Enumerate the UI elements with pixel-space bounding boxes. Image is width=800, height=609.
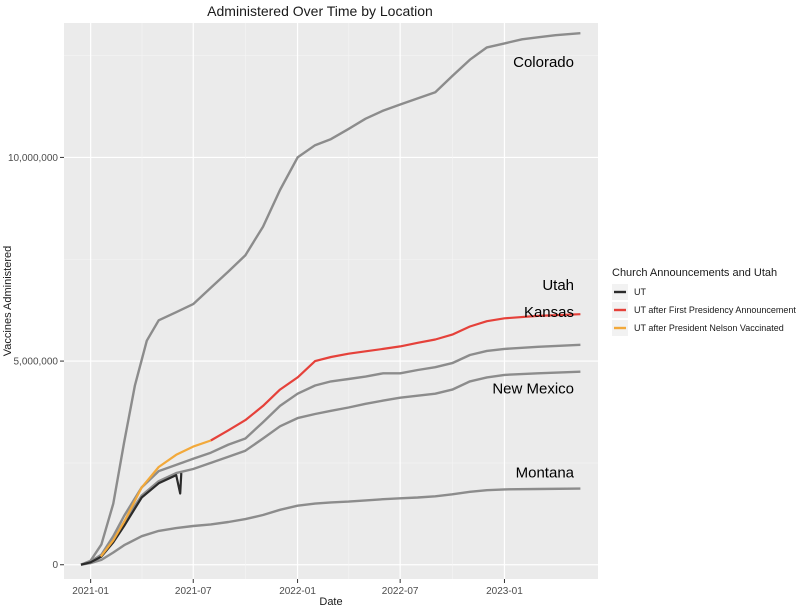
x-tick-label: 2021-07 bbox=[175, 586, 212, 597]
legend-title: Church Announcements and Utah bbox=[612, 267, 777, 279]
legend-item-label: UT after President Nelson Vaccinated bbox=[634, 323, 784, 333]
legend-item-label: UT bbox=[634, 287, 646, 297]
series-line-montana bbox=[80, 487, 581, 566]
state-label-kansas: Kansas bbox=[524, 304, 574, 321]
legend: Church Announcements and Utah UT UT after… bbox=[612, 267, 796, 336]
chart-title: Administered Over Time by Location bbox=[207, 3, 433, 19]
x-axis: 2021-01 2021-07 2022-01 2022-07 2023-01 bbox=[72, 579, 523, 597]
x-tick-label: 2022-01 bbox=[279, 586, 316, 597]
y-tick-label: 10,000,000 bbox=[8, 153, 58, 164]
x-axis-title: Date bbox=[319, 596, 342, 608]
series-line-ut bbox=[80, 473, 183, 566]
series-line-ut-after-first-presidency-announcement bbox=[210, 313, 581, 442]
y-axis: 0 5,000,000 10,000,000 bbox=[8, 153, 64, 571]
x-tick-label: 2023-01 bbox=[486, 586, 523, 597]
y-tick-label: 0 bbox=[52, 560, 58, 571]
y-tick-label: 5,000,000 bbox=[14, 357, 59, 368]
state-label-colorado: Colorado bbox=[513, 54, 574, 71]
state-label-montana: Montana bbox=[516, 465, 575, 482]
state-labels: Colorado Utah Kansas New Mexico Montana bbox=[492, 54, 574, 481]
y-axis-title: Vaccines Administered bbox=[2, 246, 14, 356]
state-label-utah: Utah bbox=[542, 277, 574, 294]
x-tick-label: 2022-07 bbox=[382, 586, 419, 597]
legend-item-label: UT after First Presidency Announcement bbox=[634, 305, 796, 315]
state-label-new-mexico: New Mexico bbox=[492, 381, 574, 398]
series-line-colorado bbox=[80, 32, 581, 566]
series-line-ut-after-president-nelson-vaccinated bbox=[99, 439, 212, 558]
series bbox=[80, 32, 581, 566]
gridlines bbox=[64, 23, 598, 579]
x-tick-label: 2021-01 bbox=[72, 586, 109, 597]
series-line-new-mexico bbox=[80, 370, 581, 566]
